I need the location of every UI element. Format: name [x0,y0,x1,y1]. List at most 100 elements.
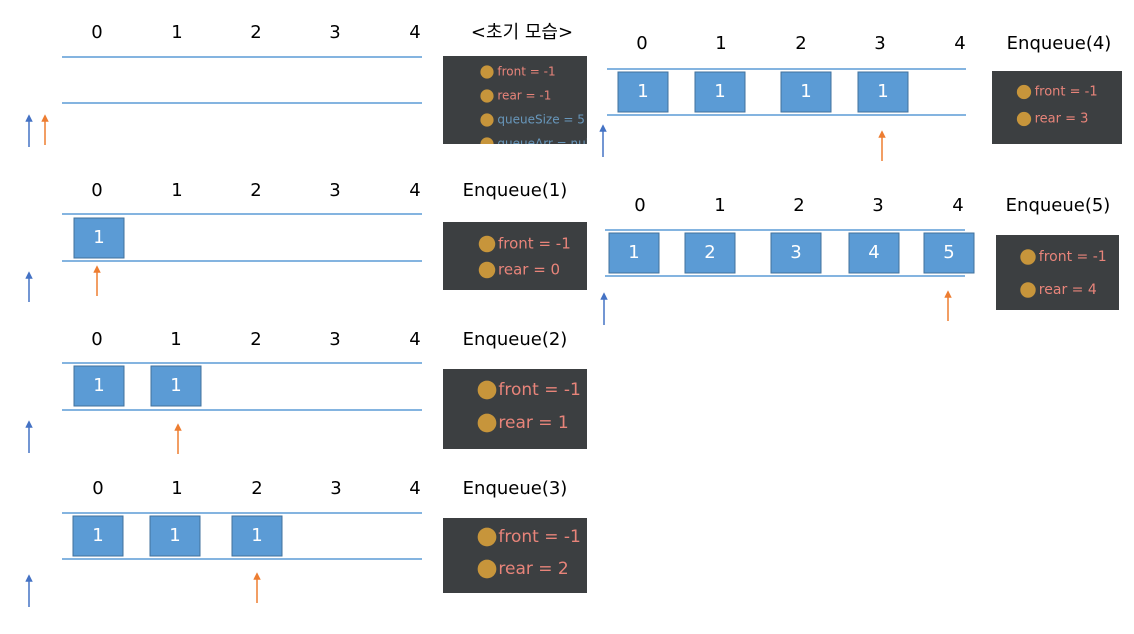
index-label: 3 [329,329,340,350]
index-label: 4 [409,180,420,201]
debug-panel [443,518,587,593]
step-caption: <초기 모습> [471,22,573,43]
index-label: 2 [250,329,261,350]
cell-value: 4 [868,242,879,263]
index-label: 2 [793,195,804,216]
queue-cell [770,232,822,274]
debug-panel [443,56,587,144]
cell-value: 5 [943,242,954,263]
cell-value: 2 [704,242,715,263]
debug-line: rear = 4 [1039,282,1097,298]
queue-cell [73,365,125,407]
debug-line: queueSize = 5 [497,113,585,127]
cell-value: 1 [714,81,725,102]
cell-value: 1 [800,81,811,102]
debug-lines: front = -1 rear = 3 [1016,84,1098,127]
queue-cell [848,232,900,274]
debug-line: rear = 2 [498,559,568,579]
debug-lines: front = -1 rear = 2 [477,527,581,579]
queue-cell [73,217,125,259]
step-caption: Enqueue(3) [463,478,568,499]
field-icon [480,65,494,79]
debug-line: queueArr = null [497,137,592,151]
step-caption: Enqueue(5) [1006,195,1111,216]
debug-lines: front = -1 rear = 4 [1020,249,1107,298]
field-icon [477,559,497,579]
index-label: 2 [250,22,261,43]
debug-line: front = -1 [1039,249,1107,265]
debug-line: front = -1 [498,380,580,400]
debug-line: front = -1 [498,235,571,253]
field-icon [1020,282,1036,298]
queue-cell [857,71,909,113]
field-icon [478,261,496,279]
index-label: 0 [636,33,647,54]
index-label: 4 [952,195,963,216]
field-icon [478,235,496,253]
index-label: 0 [91,180,102,201]
queue-cell [72,515,124,557]
index-label: 4 [409,22,420,43]
queue-cell [694,71,746,113]
field-icon [480,113,494,127]
debug-line: rear = -1 [497,89,551,103]
field-icon [477,413,497,433]
debug-line: rear = 3 [1035,112,1089,127]
debug-panel [992,71,1122,144]
cell-value: 1 [251,525,262,546]
field-icon [480,89,494,103]
debug-panel [443,369,587,449]
cell-value: 1 [169,525,180,546]
index-label: 3 [329,22,340,43]
index-label: 1 [171,22,182,43]
index-label: 0 [92,478,103,499]
debug-panel [996,235,1119,310]
index-label: 0 [91,329,102,350]
queue-cell [608,232,660,274]
queue-cell [923,232,975,274]
debug-line: rear = 0 [498,261,560,279]
debug-line: front = -1 [497,65,555,79]
queue-cell [150,365,202,407]
index-label: 2 [250,180,261,201]
debug-lines: front = -1 rear = 0 [478,235,571,279]
step-caption: Enqueue(4) [1007,33,1112,54]
step-caption: Enqueue(2) [463,329,568,350]
field-icon [1020,249,1036,265]
index-label: 3 [330,478,341,499]
debug-panel [443,222,587,290]
debug-lines: front = -1 rear = 1 [477,380,581,433]
cell-value: 1 [93,375,104,396]
field-icon [480,137,494,144]
cell-value: 1 [628,242,639,263]
field-icon [1016,111,1032,127]
queue-cell [780,71,832,113]
cell-value: 1 [92,525,103,546]
index-label: 1 [714,195,725,216]
index-label: 0 [634,195,645,216]
index-label: 3 [874,33,885,54]
index-label: 4 [409,329,420,350]
index-label: 1 [171,478,182,499]
debug-line: front = -1 [1035,85,1098,100]
debug-line: front = -1 [498,527,580,547]
queue-cell [149,515,201,557]
queue-cell [231,515,283,557]
index-label: 2 [251,478,262,499]
cell-value: 1 [877,81,888,102]
index-label: 2 [795,33,806,54]
index-label: 1 [170,329,181,350]
index-label: 3 [872,195,883,216]
field-icon [477,527,497,547]
index-label: 3 [329,180,340,201]
cell-value: 1 [170,375,181,396]
index-label: 1 [715,33,726,54]
cell-value: 1 [637,81,648,102]
field-icon [1016,84,1032,100]
cell-value: 1 [93,227,104,248]
step-caption: Enqueue(1) [463,180,568,201]
cell-value: 3 [790,242,801,263]
field-icon [477,380,497,400]
debug-line: rear = 1 [498,413,568,433]
